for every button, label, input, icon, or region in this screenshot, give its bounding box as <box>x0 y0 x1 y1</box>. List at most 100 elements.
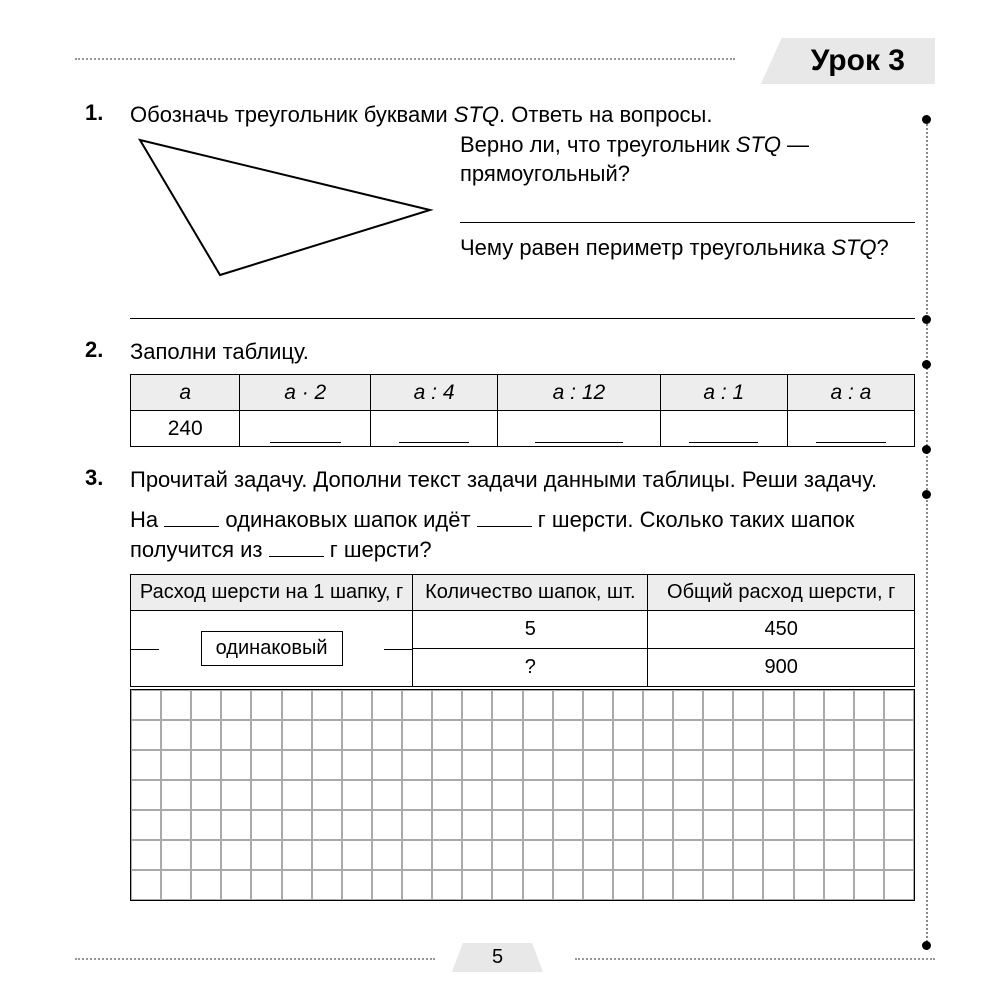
grid-cell[interactable] <box>312 810 342 840</box>
grid-cell[interactable] <box>282 690 312 720</box>
grid-cell[interactable] <box>763 870 793 900</box>
grid-cell[interactable] <box>583 810 613 840</box>
t2-blank-5[interactable] <box>816 425 885 443</box>
t2-cell-5[interactable] <box>787 411 914 447</box>
grid-cell[interactable] <box>402 810 432 840</box>
grid-cell[interactable] <box>432 840 462 870</box>
grid-cell[interactable] <box>824 690 854 720</box>
grid-cell[interactable] <box>221 720 251 750</box>
grid-cell[interactable] <box>161 720 191 750</box>
grid-cell[interactable] <box>251 750 281 780</box>
grid-cell[interactable] <box>583 690 613 720</box>
grid-cell[interactable] <box>643 780 673 810</box>
grid-cell[interactable] <box>342 690 372 720</box>
grid-cell[interactable] <box>131 870 161 900</box>
grid-cell[interactable] <box>372 750 402 780</box>
grid-cell[interactable] <box>161 870 191 900</box>
t2-cell-1[interactable] <box>240 411 371 447</box>
grid-cell[interactable] <box>523 810 553 840</box>
grid-cell[interactable] <box>733 720 763 750</box>
grid-cell[interactable] <box>191 840 221 870</box>
grid-cell[interactable] <box>131 780 161 810</box>
task-1-q2-answer-line[interactable] <box>130 291 915 319</box>
grid-cell[interactable] <box>221 870 251 900</box>
grid-cell[interactable] <box>462 810 492 840</box>
grid-cell[interactable] <box>131 810 161 840</box>
grid-cell[interactable] <box>794 690 824 720</box>
grid-cell[interactable] <box>221 750 251 780</box>
grid-cell[interactable] <box>523 840 553 870</box>
grid-cell[interactable] <box>613 840 643 870</box>
t2-cell-2[interactable] <box>371 411 498 447</box>
grid-cell[interactable] <box>794 870 824 900</box>
grid-cell[interactable] <box>733 690 763 720</box>
grid-cell[interactable] <box>553 840 583 870</box>
grid-cell[interactable] <box>583 780 613 810</box>
grid-cell[interactable] <box>794 810 824 840</box>
grid-cell[interactable] <box>553 870 583 900</box>
grid-cell[interactable] <box>884 690 914 720</box>
grid-cell[interactable] <box>854 780 884 810</box>
grid-cell[interactable] <box>402 750 432 780</box>
grid-cell[interactable] <box>643 690 673 720</box>
grid-cell[interactable] <box>462 780 492 810</box>
grid-cell[interactable] <box>221 840 251 870</box>
grid-cell[interactable] <box>643 870 673 900</box>
grid-cell[interactable] <box>824 840 854 870</box>
grid-cell[interactable] <box>342 870 372 900</box>
grid-cell[interactable] <box>884 780 914 810</box>
grid-cell[interactable] <box>402 780 432 810</box>
grid-cell[interactable] <box>372 780 402 810</box>
t2-blank-1[interactable] <box>270 425 341 443</box>
grid-cell[interactable] <box>613 690 643 720</box>
grid-cell[interactable] <box>884 720 914 750</box>
t3-blank-2[interactable] <box>477 509 532 527</box>
grid-cell[interactable] <box>613 810 643 840</box>
grid-cell[interactable] <box>191 780 221 810</box>
grid-cell[interactable] <box>523 690 553 720</box>
grid-cell[interactable] <box>432 720 462 750</box>
t2-blank-4[interactable] <box>689 425 758 443</box>
grid-cell[interactable] <box>854 690 884 720</box>
grid-cell[interactable] <box>131 720 161 750</box>
grid-cell[interactable] <box>824 780 854 810</box>
grid-cell[interactable] <box>492 750 522 780</box>
grid-cell[interactable] <box>523 870 553 900</box>
t2-blank-2[interactable] <box>399 425 468 443</box>
t2-blank-3[interactable] <box>535 425 624 443</box>
grid-cell[interactable] <box>282 870 312 900</box>
grid-cell[interactable] <box>613 870 643 900</box>
grid-cell[interactable] <box>553 810 583 840</box>
grid-cell[interactable] <box>282 810 312 840</box>
t3-blank-1[interactable] <box>164 509 219 527</box>
grid-cell[interactable] <box>673 780 703 810</box>
grid-cell[interactable] <box>492 720 522 750</box>
grid-cell[interactable] <box>523 720 553 750</box>
grid-cell[interactable] <box>673 840 703 870</box>
grid-cell[interactable] <box>191 690 221 720</box>
grid-cell[interactable] <box>342 840 372 870</box>
grid-cell[interactable] <box>462 690 492 720</box>
grid-cell[interactable] <box>703 750 733 780</box>
grid-cell[interactable] <box>673 750 703 780</box>
grid-cell[interactable] <box>462 840 492 870</box>
grid-cell[interactable] <box>643 750 673 780</box>
grid-cell[interactable] <box>161 750 191 780</box>
task-1-q1-answer-line[interactable] <box>460 195 915 223</box>
grid-cell[interactable] <box>161 690 191 720</box>
grid-cell[interactable] <box>372 690 402 720</box>
grid-cell[interactable] <box>402 720 432 750</box>
grid-cell[interactable] <box>523 780 553 810</box>
grid-cell[interactable] <box>402 870 432 900</box>
grid-cell[interactable] <box>372 870 402 900</box>
grid-cell[interactable] <box>643 810 673 840</box>
grid-cell[interactable] <box>251 810 281 840</box>
grid-cell[interactable] <box>462 870 492 900</box>
t2-cell-3[interactable] <box>498 411 661 447</box>
grid-cell[interactable] <box>763 780 793 810</box>
grid-cell[interactable] <box>492 840 522 870</box>
grid-cell[interactable] <box>492 870 522 900</box>
grid-cell[interactable] <box>703 780 733 810</box>
grid-cell[interactable] <box>673 870 703 900</box>
grid-cell[interactable] <box>763 690 793 720</box>
